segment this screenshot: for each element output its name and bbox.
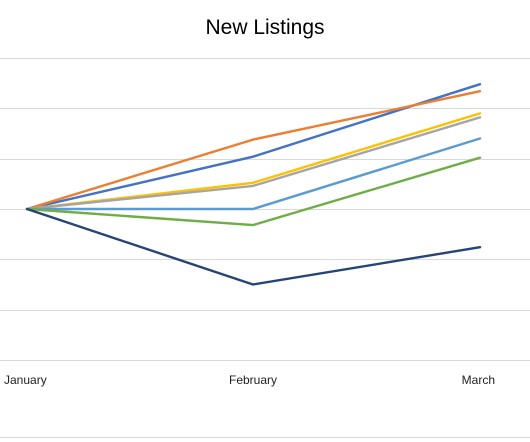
series-line-6: [25, 156, 482, 227]
x-tick-label: February: [229, 373, 277, 387]
x-tick-label: March: [462, 373, 495, 387]
series-line-3: [25, 112, 482, 211]
x-tick-label: January: [4, 373, 47, 387]
series-lines: [25, 82, 482, 286]
series-line-5: [25, 137, 482, 211]
series-line-7: [25, 207, 482, 286]
x-axis: January February March: [4, 373, 495, 387]
chart-title: New Listings: [205, 16, 324, 39]
series-line-2: [25, 89, 482, 211]
series-line-4: [25, 116, 482, 211]
series-line-1: [25, 82, 482, 211]
